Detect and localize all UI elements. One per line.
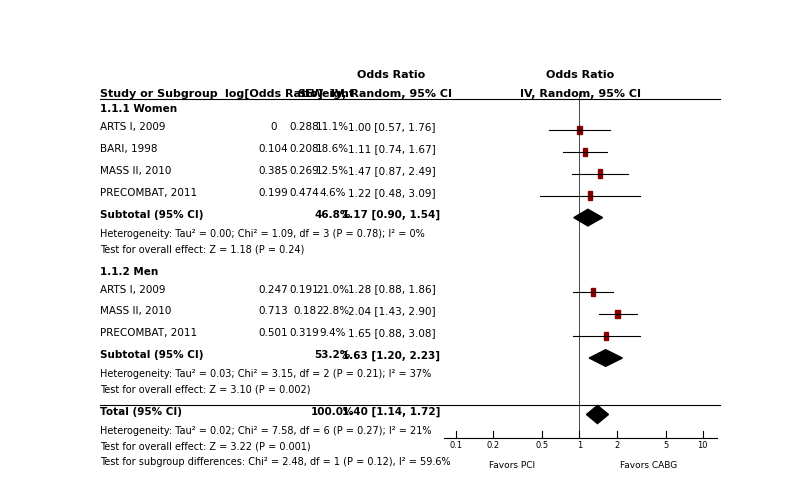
Text: 0.18: 0.18 bbox=[293, 307, 316, 316]
Text: 1.63 [1.20, 2.23]: 1.63 [1.20, 2.23] bbox=[342, 350, 441, 361]
Text: Heterogeneity: Tau² = 0.02; Chi² = 7.58, df = 6 (P = 0.27); I² = 21%: Heterogeneity: Tau² = 0.02; Chi² = 7.58,… bbox=[100, 426, 431, 435]
Text: 1.40 [1.14, 1.72]: 1.40 [1.14, 1.72] bbox=[342, 407, 441, 417]
Text: Favors PCI: Favors PCI bbox=[489, 461, 535, 470]
Text: 10: 10 bbox=[698, 441, 708, 450]
Text: 12.5%: 12.5% bbox=[316, 166, 349, 176]
Text: Test for subgroup differences: Chi² = 2.48, df = 1 (P = 0.12), I² = 59.6%: Test for subgroup differences: Chi² = 2.… bbox=[100, 457, 450, 467]
Text: 0.385: 0.385 bbox=[258, 166, 289, 176]
Bar bbox=[588, 191, 592, 200]
Bar bbox=[578, 125, 582, 134]
Text: Subtotal (95% CI): Subtotal (95% CI) bbox=[100, 350, 203, 361]
Text: 1.22 [0.48, 3.09]: 1.22 [0.48, 3.09] bbox=[347, 188, 435, 198]
Bar bbox=[604, 332, 609, 340]
Text: PRECOMBAT, 2011: PRECOMBAT, 2011 bbox=[100, 329, 197, 338]
Text: 5: 5 bbox=[663, 441, 668, 450]
Text: 1.1.2 Men: 1.1.2 Men bbox=[100, 267, 158, 277]
Text: SE: SE bbox=[297, 89, 313, 98]
Text: Odds Ratio: Odds Ratio bbox=[546, 70, 614, 80]
Text: 0.104: 0.104 bbox=[258, 144, 289, 154]
Text: 21.0%: 21.0% bbox=[316, 284, 349, 295]
Text: 1: 1 bbox=[577, 441, 582, 450]
Bar bbox=[590, 288, 595, 296]
Text: Odds Ratio: Odds Ratio bbox=[358, 70, 426, 80]
Text: Heterogeneity: Tau² = 0.03; Chi² = 3.15, df = 2 (P = 0.21); I² = 37%: Heterogeneity: Tau² = 0.03; Chi² = 3.15,… bbox=[100, 369, 431, 379]
Polygon shape bbox=[574, 209, 602, 226]
Text: 1.47 [0.87, 2.49]: 1.47 [0.87, 2.49] bbox=[347, 166, 435, 176]
Text: IV, Random, 95% CI: IV, Random, 95% CI bbox=[520, 89, 641, 98]
Text: 1.00 [0.57, 1.76]: 1.00 [0.57, 1.76] bbox=[348, 122, 435, 132]
Text: 0.713: 0.713 bbox=[258, 307, 289, 316]
Bar bbox=[598, 170, 602, 178]
Text: 0.5: 0.5 bbox=[536, 441, 549, 450]
Text: MASS II, 2010: MASS II, 2010 bbox=[100, 307, 171, 316]
Text: 1.1.1 Women: 1.1.1 Women bbox=[100, 104, 177, 114]
Text: log[Odds Ratio]: log[Odds Ratio] bbox=[225, 89, 322, 99]
Text: MASS II, 2010: MASS II, 2010 bbox=[100, 166, 171, 176]
Text: Subtotal (95% CI): Subtotal (95% CI) bbox=[100, 210, 203, 220]
Text: Study or Subgroup: Study or Subgroup bbox=[100, 89, 218, 98]
Text: 0.199: 0.199 bbox=[258, 188, 289, 198]
Polygon shape bbox=[586, 405, 609, 424]
Text: 2.04 [1.43, 2.90]: 2.04 [1.43, 2.90] bbox=[347, 307, 435, 316]
Text: 11.1%: 11.1% bbox=[316, 122, 349, 132]
Text: 53.2%: 53.2% bbox=[314, 350, 350, 361]
Text: Test for overall effect: Z = 1.18 (P = 0.24): Test for overall effect: Z = 1.18 (P = 0… bbox=[100, 245, 304, 254]
Text: Favors CABG: Favors CABG bbox=[619, 461, 677, 470]
Text: Test for overall effect: Z = 3.22 (P = 0.001): Test for overall effect: Z = 3.22 (P = 0… bbox=[100, 441, 310, 451]
Text: 46.8%: 46.8% bbox=[314, 210, 350, 220]
Text: 22.8%: 22.8% bbox=[316, 307, 349, 316]
Text: 0.269: 0.269 bbox=[290, 166, 319, 176]
Text: 1.28 [0.88, 1.86]: 1.28 [0.88, 1.86] bbox=[347, 284, 435, 295]
Text: Test for overall effect: Z = 3.10 (P = 0.002): Test for overall effect: Z = 3.10 (P = 0… bbox=[100, 385, 310, 395]
Text: Total (95% CI): Total (95% CI) bbox=[100, 407, 182, 417]
Text: 0.501: 0.501 bbox=[258, 329, 289, 338]
Text: BARI, 1998: BARI, 1998 bbox=[100, 144, 158, 154]
Text: 4.6%: 4.6% bbox=[319, 188, 346, 198]
Text: 1.65 [0.88, 3.08]: 1.65 [0.88, 3.08] bbox=[347, 329, 435, 338]
Text: 0: 0 bbox=[270, 122, 277, 132]
Text: 0.1: 0.1 bbox=[450, 441, 462, 450]
Bar bbox=[583, 148, 587, 156]
Text: 0.2: 0.2 bbox=[486, 441, 500, 450]
Text: 1.17 [0.90, 1.54]: 1.17 [0.90, 1.54] bbox=[342, 210, 441, 220]
Text: 0.247: 0.247 bbox=[258, 284, 289, 295]
Polygon shape bbox=[590, 350, 622, 367]
Text: 2: 2 bbox=[614, 441, 619, 450]
Text: Weight: Weight bbox=[310, 89, 354, 98]
Text: 0.208: 0.208 bbox=[290, 144, 319, 154]
Text: 1.11 [0.74, 1.67]: 1.11 [0.74, 1.67] bbox=[347, 144, 435, 154]
Text: 18.6%: 18.6% bbox=[316, 144, 349, 154]
Text: 0.474: 0.474 bbox=[290, 188, 319, 198]
Text: ARTS I, 2009: ARTS I, 2009 bbox=[100, 122, 166, 132]
Text: 0.191: 0.191 bbox=[290, 284, 319, 295]
Text: 9.4%: 9.4% bbox=[319, 329, 346, 338]
Text: Heterogeneity: Tau² = 0.00; Chi² = 1.09, df = 3 (P = 0.78); I² = 0%: Heterogeneity: Tau² = 0.00; Chi² = 1.09,… bbox=[100, 229, 425, 239]
Bar bbox=[615, 310, 620, 318]
Text: ARTS I, 2009: ARTS I, 2009 bbox=[100, 284, 166, 295]
Text: 0.288: 0.288 bbox=[290, 122, 319, 132]
Text: IV, Random, 95% CI: IV, Random, 95% CI bbox=[331, 89, 452, 98]
Text: 0.319: 0.319 bbox=[290, 329, 319, 338]
Text: PRECOMBAT, 2011: PRECOMBAT, 2011 bbox=[100, 188, 197, 198]
Text: 100.0%: 100.0% bbox=[310, 407, 354, 417]
